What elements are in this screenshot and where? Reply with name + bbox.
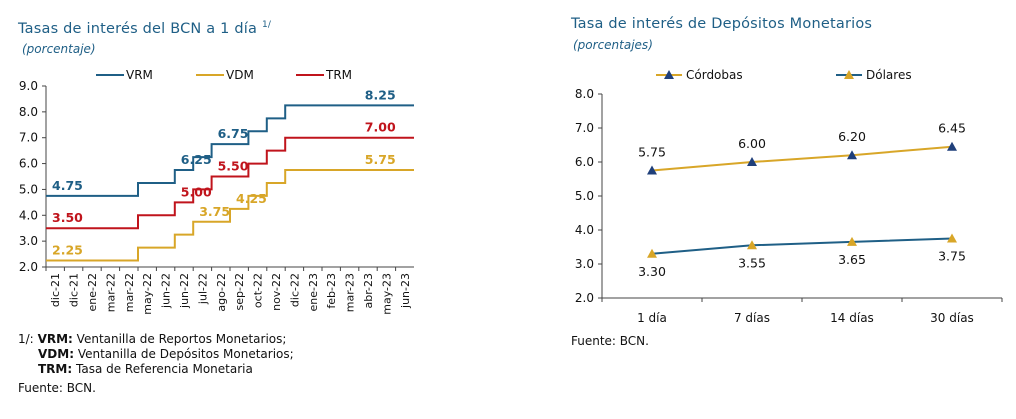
left-x-tick-label: mar-22 (104, 273, 117, 312)
left-x-tick-label: jul-22 (196, 273, 209, 305)
data-label-1: 3.65 (838, 252, 866, 267)
left-x-tick-label: nov-22 (270, 273, 283, 311)
data-label-0: 5.75 (638, 145, 666, 160)
data-label-vrm: 6.75 (218, 126, 249, 141)
series-line-vrm (46, 104, 414, 197)
left-x-tick-label: dic-21 (49, 273, 62, 307)
footnote-text-trm: Tasa de Referencia Monetaria (76, 362, 253, 376)
series-marker-0 (647, 165, 657, 175)
left-y-tick-label: 5.0 (19, 182, 38, 196)
footnote-abbr-trm: TRM: (38, 362, 73, 376)
left-y-tick-label: 2.0 (19, 260, 38, 274)
left-chart-subtitle: (porcentaje) (22, 42, 96, 56)
data-label-trm: 7.00 (365, 120, 396, 135)
right-legend-marker-1 (844, 70, 854, 79)
footnote-marker-line: 1/: VRM: Ventanilla de Reportos Monetari… (18, 332, 286, 347)
data-label-trm: 5.00 (181, 184, 212, 199)
left-x-tick-label: ene-22 (86, 273, 99, 311)
right-chart-title: Tasa de interés de Depósitos Monetarios (571, 16, 873, 32)
left-x-tick-label: mar-23 (344, 273, 357, 312)
series-marker-1 (647, 248, 657, 258)
left-chart-title: Tasas de interés del BCN a 1 día 1/ (18, 20, 271, 37)
left-legend-label-vrm: VRM (126, 68, 153, 82)
left-y-tick-label: 7.0 (19, 131, 38, 145)
footnote-line-trm: TRM: Tasa de Referencia Monetaria (38, 362, 253, 377)
left-x-tick-label: sep-22 (233, 273, 246, 310)
left-x-tick-label: abr-23 (362, 273, 375, 309)
right-y-tick-label: 7.0 (575, 121, 594, 135)
data-label-trm: 5.50 (218, 159, 249, 174)
footnote-marker: 1/: (18, 332, 34, 346)
data-label-0: 6.20 (838, 129, 866, 144)
data-label-trm: 3.50 (52, 210, 83, 225)
right-x-tick-label: 14 días (830, 311, 874, 325)
data-label-vrm: 4.75 (52, 178, 83, 193)
series-marker-0 (847, 150, 857, 160)
left-y-tick-label: 3.0 (19, 234, 38, 248)
series-line-0 (651, 145, 953, 172)
right-y-tick-label: 2.0 (575, 291, 594, 305)
footnote-line-vdm: VDM: Ventanilla de Depósitos Monetarios; (38, 347, 294, 362)
right-y-tick-label: 4.0 (575, 223, 594, 237)
series-line-1 (651, 237, 953, 255)
series-marker-1 (947, 233, 957, 243)
right-y-tick-label: 6.0 (575, 155, 594, 169)
right-legend-label-0: Córdobas (686, 68, 743, 82)
right-x-tick-label: 1 día (637, 311, 667, 325)
left-x-tick-label: mar-22 (123, 273, 136, 312)
right-x-tick-label: 30 días (930, 311, 974, 325)
data-label-vrm: 8.25 (365, 87, 396, 102)
series-marker-1 (847, 236, 857, 246)
series-line-trm (46, 136, 414, 230)
left-x-tick-label: feb-23 (325, 273, 338, 309)
series-line-vdm (46, 169, 414, 262)
left-legend-label-vdm: VDM (226, 68, 254, 82)
left-legend-label-trm: TRM (325, 68, 352, 82)
series-marker-0 (947, 141, 957, 151)
left-x-tick-label: jun-22 (178, 273, 191, 309)
left-y-tick-label: 4.0 (19, 208, 38, 222)
left-x-tick-label: ago-22 (215, 273, 228, 312)
series-marker-1 (747, 240, 757, 250)
right-x-tick-label: 7 días (734, 311, 770, 325)
data-label-vdm: 2.25 (52, 243, 83, 258)
data-label-0: 6.45 (938, 121, 966, 136)
left-chart-title-footnote-ref: 1/ (261, 20, 272, 30)
footnote-text-vrm: Ventanilla de Reportos Monetarios; (76, 332, 287, 346)
left-chart-title-text: Tasas de interés del BCN a 1 día (18, 20, 258, 37)
right-legend-marker-0 (664, 70, 674, 79)
data-label-1: 3.75 (938, 249, 966, 264)
series-marker-0 (747, 157, 757, 166)
left-x-tick-label: jun-22 (160, 273, 173, 309)
left-y-tick-label: 8.0 (19, 105, 38, 119)
left-x-tick-label: may-23 (380, 273, 393, 315)
right-legend-label-1: Dólares (866, 68, 912, 82)
left-x-tick-label: oct-22 (252, 273, 265, 308)
left-x-tick-label: ene-23 (307, 273, 320, 311)
right-y-tick-label: 3.0 (575, 257, 594, 271)
left-source-note: Fuente: BCN. (18, 381, 96, 395)
footnote-text-vdm: Ventanilla de Depósitos Monetarios; (77, 347, 294, 361)
footnote-abbr-vdm: VDM: (38, 347, 74, 361)
right-chart-subtitle: (porcentajes) (573, 38, 653, 52)
right-y-tick-label: 8.0 (575, 87, 594, 101)
data-label-vdm: 3.75 (199, 204, 230, 219)
data-label-0: 6.00 (738, 136, 766, 151)
data-label-vrm: 6.25 (181, 152, 212, 167)
left-x-tick-label: dic-22 (288, 273, 301, 307)
right-source-note: Fuente: BCN. (571, 334, 649, 348)
left-x-tick-label: jun-23 (399, 273, 412, 309)
left-x-tick-label: dic-21 (68, 273, 81, 307)
footnote-abbr-vrm: VRM: (37, 332, 73, 346)
right-y-tick-label: 5.0 (575, 189, 594, 203)
data-label-1: 3.30 (638, 264, 666, 279)
data-label-vdm: 5.75 (365, 152, 396, 167)
left-y-tick-label: 9.0 (19, 79, 38, 93)
data-label-vdm: 4.25 (236, 191, 267, 206)
left-x-tick-label: may-22 (141, 273, 154, 315)
data-label-1: 3.55 (738, 255, 766, 270)
left-y-tick-label: 6.0 (19, 157, 38, 171)
